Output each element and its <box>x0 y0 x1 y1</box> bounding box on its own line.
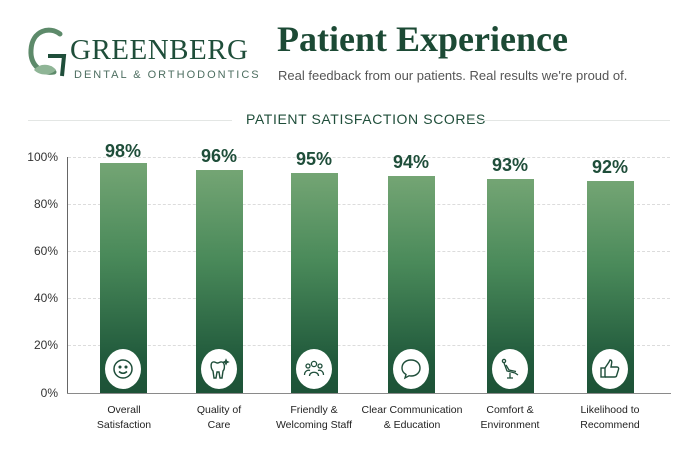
speech-bubble-icon <box>393 349 429 389</box>
x-label-line: Welcoming Staff <box>275 419 353 431</box>
x-axis-line <box>67 393 671 394</box>
y-tick-0: 0% <box>40 386 58 400</box>
bar-value-clear-communication: 94% <box>392 152 430 172</box>
y-tick-60: 60% <box>33 244 58 258</box>
x-label-line: Quality of <box>196 404 242 416</box>
bar-value-likelihood-recommend: 92% <box>591 157 629 177</box>
page-subtitle: Real feedback from our patients. Real re… <box>278 68 628 83</box>
gridline-100 <box>68 157 670 158</box>
y-tick-80: 80% <box>33 197 58 211</box>
y-tick-20: 20% <box>33 338 58 352</box>
greenberg-g-leaf-icon <box>28 27 67 77</box>
gridline-20 <box>68 345 670 346</box>
x-label-line: Clear Communication <box>361 404 463 416</box>
section-divider-left <box>28 120 232 121</box>
x-label-line: Care <box>207 419 231 431</box>
x-label-friendly-staff: Friendly & Welcoming Staff <box>259 403 369 433</box>
x-label-likelihood-recommend: Likelihood to Recommend <box>555 403 665 433</box>
bar-value-overall-satisfaction: 98% <box>104 141 142 161</box>
tooth-icon <box>201 349 237 389</box>
page-title: Patient Experience <box>277 19 568 59</box>
x-label-line: Satisfaction <box>96 419 152 431</box>
bar-value-friendly-staff: 95% <box>295 149 333 169</box>
gridline-60 <box>68 251 670 252</box>
y-axis-line <box>67 157 68 394</box>
brand-name: GREENBERG <box>70 34 249 66</box>
gridline-80 <box>68 204 670 205</box>
x-label-quality-of-care: Quality of Care <box>164 403 274 433</box>
brand-logo: GREENBERG DENTAL & ORTHODONTICS <box>26 24 259 84</box>
x-label-line: Overall <box>107 404 141 416</box>
y-tick-100: 100% <box>27 150 58 164</box>
x-label-overall-satisfaction: Overall Satisfaction <box>69 403 179 433</box>
x-label-line: Comfort & <box>486 404 534 416</box>
x-label-clear-communication: Clear Communication & Education <box>357 403 467 433</box>
section-divider-right <box>468 120 670 121</box>
smiley-icon <box>105 349 141 389</box>
brand-subtitle: DENTAL & ORTHODONTICS <box>74 69 261 81</box>
dental-chair-icon <box>492 349 528 389</box>
bar-value-quality-of-care: 96% <box>200 146 238 166</box>
gridline-40 <box>68 298 670 299</box>
x-label-line: Environment <box>480 419 540 431</box>
x-label-line: & Education <box>383 419 441 431</box>
people-icon <box>296 349 332 389</box>
bar-value-comfort-environment: 93% <box>491 155 529 175</box>
chart-title: PATIENT SATISFACTION SCORES <box>246 111 486 127</box>
y-tick-40: 40% <box>33 291 58 305</box>
thumbs-up-icon <box>592 349 628 389</box>
x-label-line: Likelihood to <box>580 404 640 416</box>
x-label-line: Recommend <box>580 419 640 431</box>
x-label-line: Friendly & <box>290 404 338 416</box>
x-label-comfort-environment: Comfort & Environment <box>455 403 565 433</box>
